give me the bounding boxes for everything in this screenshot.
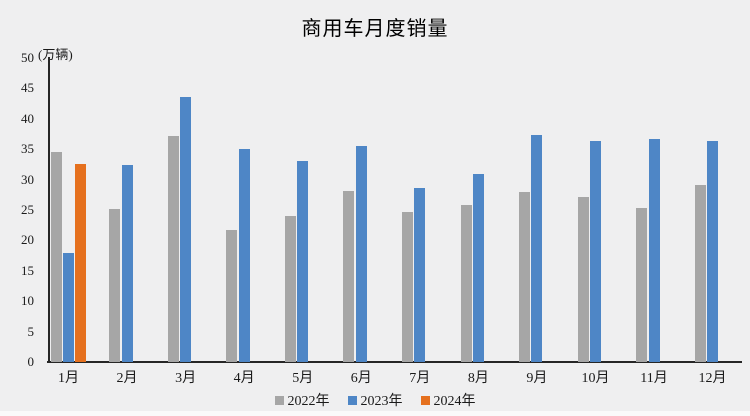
bar-2024年-1月: [75, 164, 87, 362]
bar-2023年-4月: [238, 149, 250, 362]
bar-2022年-1月: [50, 152, 62, 362]
bar-2023年-3月: [180, 96, 192, 362]
bar-2022年-4月: [226, 230, 238, 362]
x-tick-label-4: 4月: [233, 371, 255, 386]
x-tick-label-2: 2月: [116, 371, 138, 386]
y-tick-label-50: 50: [21, 50, 34, 65]
x-tick-label-5: 5月: [292, 371, 314, 386]
bar-2023年-10月: [589, 140, 601, 362]
y-axis-line: [48, 57, 50, 363]
bar-2022年-5月: [284, 216, 296, 362]
x-tick-label-11: 11月: [640, 371, 668, 386]
x-tick-label-10: 10月: [581, 371, 610, 386]
legend-label: 2024年: [433, 394, 476, 409]
bar-2022年-2月: [109, 209, 121, 362]
legend-item-2022年: 2022年: [274, 390, 330, 410]
y-tick-label-30: 30: [21, 171, 34, 187]
x-tick-label-12: 12月: [698, 371, 727, 386]
bottom-margin: [0, 411, 750, 416]
y-axis-unit-label: (万辆): [38, 47, 73, 62]
legend-item-2023年: 2023年: [347, 390, 403, 410]
bar-2022年-12月: [694, 185, 706, 362]
y-tick-label-35: 35: [21, 141, 34, 157]
legend: 2022年 2023年 2024年: [0, 390, 750, 410]
legend-label: 2022年: [287, 394, 330, 409]
legend-item-2024年: 2024年: [420, 390, 476, 410]
bar-2023年-11月: [648, 138, 660, 362]
x-tick-label-3: 3月: [175, 371, 197, 386]
y-tick-label-45: 45: [21, 80, 34, 96]
y-tick-label-15: 15: [21, 262, 34, 278]
x-tick-label-1: 1月: [58, 371, 79, 386]
legend-swatch-icon: [274, 395, 284, 405]
bar-2022年-6月: [343, 191, 355, 362]
x-tick-label-6: 6月: [350, 371, 372, 386]
bar-2022年-9月: [519, 192, 531, 362]
bar-2023年-7月: [414, 187, 426, 362]
bar-2023年-2月: [121, 165, 133, 362]
bar-2023年-9月: [531, 135, 543, 362]
y-tick-label-40: 40: [21, 110, 34, 126]
y-tick-label-5: 5: [27, 323, 35, 339]
legend-swatch-icon: [420, 395, 430, 405]
y-tick-label-25: 25: [21, 202, 34, 217]
legend-label: 2023年: [360, 394, 403, 409]
bar-2023年-5月: [297, 160, 309, 362]
bar-2022年-3月: [167, 135, 179, 362]
bar-2023年-1月: [63, 252, 74, 362]
x-tick-label-9: 9月: [526, 371, 548, 386]
x-tick-label-7: 7月: [409, 371, 431, 386]
bar-2022年-10月: [577, 196, 589, 362]
bar-2022年-7月: [402, 212, 413, 362]
y-tick-label-20: 20: [21, 232, 34, 248]
y-tick-label-10: 10: [21, 293, 34, 309]
bar-2023年-6月: [355, 145, 367, 362]
bar-2023年-8月: [472, 173, 484, 362]
legend-swatch-icon: [347, 395, 357, 405]
chart-title: 商用车月度销量: [301, 18, 449, 40]
x-tick-label-8: 8月: [467, 371, 489, 386]
bar-2023年-12月: [707, 140, 719, 362]
bar-2022年-8月: [460, 204, 472, 362]
x-axis-line: [47, 361, 742, 363]
y-tick-label-0: 0: [27, 354, 35, 369]
bar-2022年-11月: [636, 208, 648, 362]
